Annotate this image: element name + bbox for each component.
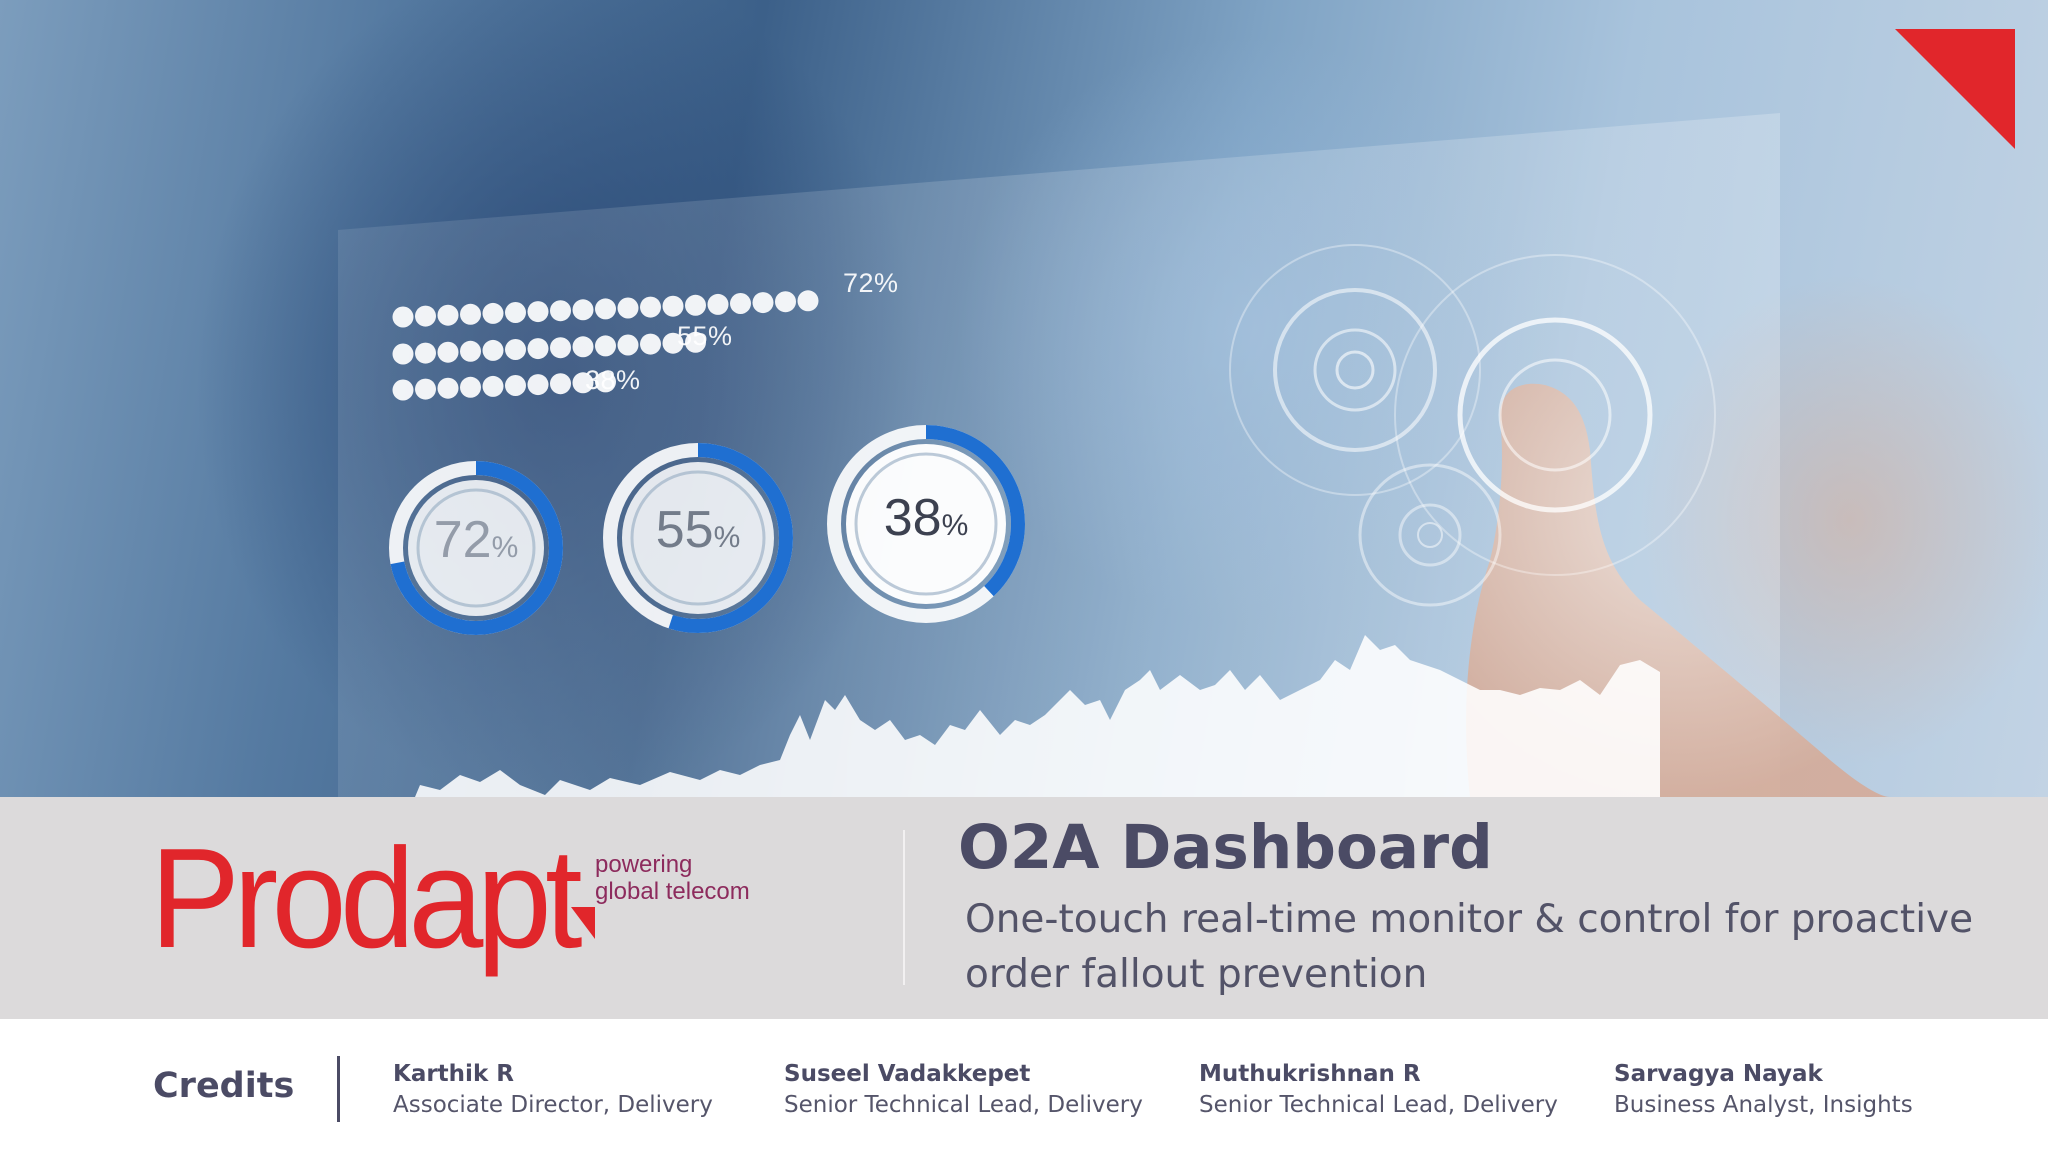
touch-circles bbox=[1229, 244, 1716, 607]
progress-dot bbox=[482, 375, 504, 397]
progress-dot bbox=[460, 376, 481, 398]
ring-inner bbox=[854, 452, 998, 596]
hero-image: 72% 55% 38% 72% 55% 38% bbox=[0, 0, 2048, 797]
progress-dot bbox=[797, 290, 819, 312]
progress-dot bbox=[527, 338, 549, 360]
progress-dot bbox=[415, 378, 436, 400]
ring-inner bbox=[630, 470, 766, 606]
progress-dot bbox=[550, 373, 571, 395]
tagline-line: global telecom bbox=[595, 878, 750, 905]
progress-dot bbox=[572, 299, 594, 321]
dot-progress-bars bbox=[392, 290, 819, 401]
progress-dot bbox=[685, 331, 706, 353]
credit-name: Suseel Vadakkepet bbox=[784, 1061, 1031, 1087]
progress-dot bbox=[415, 342, 436, 364]
progress-dot bbox=[527, 301, 549, 323]
ring-progress-arc bbox=[389, 461, 563, 635]
credit-name: Sarvagya Nayak bbox=[1614, 1061, 1823, 1087]
progress-dot bbox=[392, 343, 414, 365]
dashboard-illustration bbox=[338, 113, 1890, 797]
progress-dot bbox=[595, 371, 616, 393]
progress-dot bbox=[415, 305, 436, 327]
credit-role: Senior Technical Lead, Delivery bbox=[1199, 1092, 1558, 1118]
ring-disc bbox=[622, 462, 774, 614]
progress-dot bbox=[505, 339, 526, 360]
ring-progress-arc bbox=[827, 425, 1025, 623]
ring-disc bbox=[408, 480, 544, 616]
ring-disc bbox=[846, 444, 1006, 604]
area-chart bbox=[415, 635, 1660, 797]
progress-dot bbox=[550, 337, 571, 359]
credit-role: Associate Director, Delivery bbox=[393, 1092, 713, 1118]
ring-label: 55% bbox=[655, 501, 741, 559]
divider bbox=[903, 830, 905, 985]
credit-role: Business Analyst, Insights bbox=[1614, 1092, 1913, 1118]
progress-dot bbox=[437, 341, 459, 363]
page-title: O2A Dashboard bbox=[958, 812, 1493, 883]
ring-progress-arc bbox=[603, 443, 793, 633]
page-subtitle: One-touch real-time monitor & control fo… bbox=[965, 897, 1974, 997]
ring-inner bbox=[416, 488, 536, 608]
credit-item: Karthik R Associate Director, Delivery bbox=[393, 1059, 713, 1121]
progress-dot bbox=[595, 335, 616, 357]
progress-dot bbox=[505, 375, 526, 396]
credit-name: Muthukrishnan R bbox=[1199, 1061, 1421, 1087]
progress-dot bbox=[617, 297, 639, 319]
progress-dot bbox=[640, 296, 661, 318]
progress-dot bbox=[595, 298, 616, 320]
progress-dot bbox=[392, 379, 414, 401]
ring-label: 72% bbox=[433, 511, 519, 569]
logo-tick-icon bbox=[571, 907, 595, 939]
credit-item: Sarvagya Nayak Business Analyst, Insight… bbox=[1614, 1059, 1913, 1121]
progress-dot bbox=[775, 291, 796, 313]
credit-item: Suseel Vadakkepet Senior Technical Lead,… bbox=[784, 1059, 1143, 1121]
divider bbox=[337, 1056, 340, 1122]
title-band bbox=[0, 797, 2048, 1019]
progress-dot bbox=[505, 302, 526, 323]
progress-dot bbox=[482, 339, 504, 361]
progress-dot bbox=[482, 302, 504, 324]
bar-label: 38% bbox=[585, 365, 641, 395]
ring-label: 38% bbox=[883, 489, 969, 547]
progress-dot bbox=[685, 294, 706, 316]
progress-dot bbox=[572, 336, 594, 358]
progress-dot bbox=[707, 293, 729, 315]
corner-flag-icon bbox=[1895, 29, 2015, 149]
progress-dot bbox=[640, 333, 661, 355]
progress-dot bbox=[527, 374, 549, 396]
tagline-line: powering bbox=[595, 851, 693, 878]
brand-tagline: powering global telecom bbox=[595, 851, 750, 905]
progress-dot bbox=[550, 300, 571, 322]
donut-rings bbox=[389, 425, 1025, 635]
progress-dot bbox=[617, 334, 639, 356]
progress-dot bbox=[437, 377, 459, 399]
bar-label: 72% bbox=[843, 268, 899, 298]
progress-dot bbox=[662, 295, 684, 317]
credit-role: Senior Technical Lead, Delivery bbox=[784, 1092, 1143, 1118]
credits-heading: Credits bbox=[153, 1066, 295, 1106]
progress-dot bbox=[460, 303, 481, 325]
progress-dot bbox=[437, 304, 459, 326]
progress-dot bbox=[392, 306, 414, 328]
brand-logo: Prodapt bbox=[150, 819, 583, 978]
progress-dot bbox=[662, 332, 684, 354]
progress-dot bbox=[730, 293, 751, 314]
credit-item: Muthukrishnan R Senior Technical Lead, D… bbox=[1199, 1059, 1558, 1121]
progress-dot bbox=[752, 292, 774, 314]
bar-label: 55% bbox=[677, 321, 733, 351]
credit-name: Karthik R bbox=[393, 1061, 514, 1087]
progress-dot bbox=[572, 372, 594, 394]
progress-dot bbox=[460, 340, 481, 362]
